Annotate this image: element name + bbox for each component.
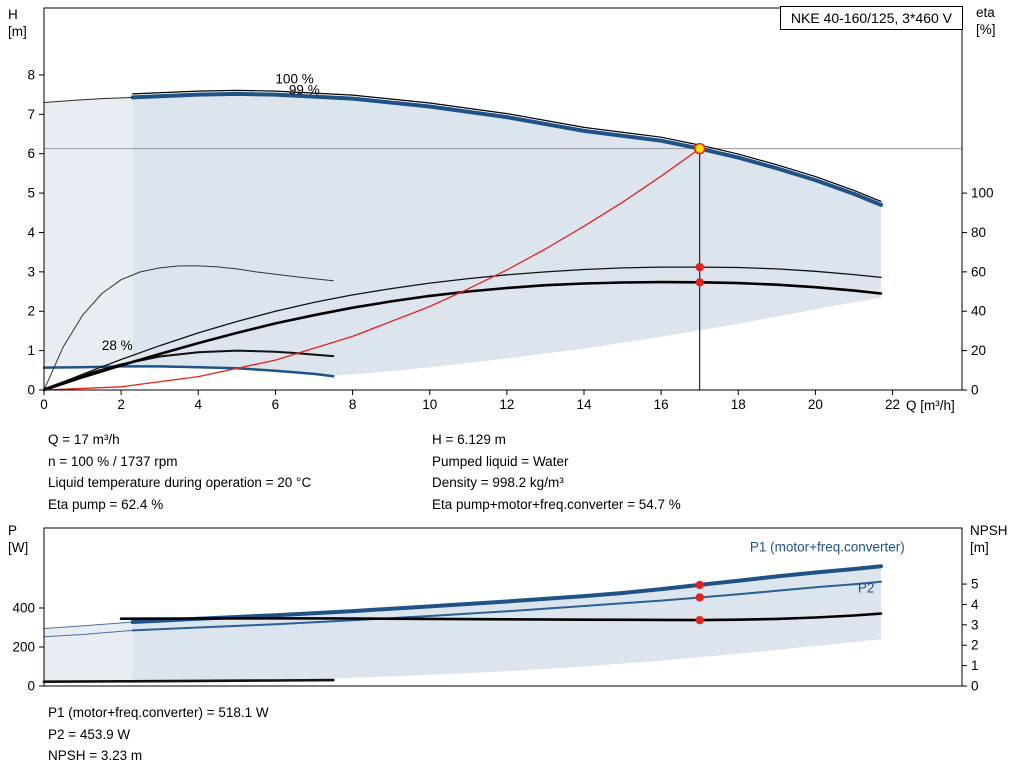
eta-axis-title-line1: eta [976,5,995,20]
min-speed-aux-curve [43,349,335,391]
y-right-tick-label: 80 [971,225,986,240]
x-tick-label: 18 [731,397,746,412]
operating-point-info-right: H = 6.129 m Pumped liquid = Water Densit… [432,429,681,515]
power-npsh-chart: 0 200 400 0 1 2 3 4 5 P1 (motor+freq.converter) P2 [12,527,979,694]
npsh-axis-title-line2: [m] [970,540,989,555]
y-right-tick-label: 20 [971,343,986,358]
p2-left-boundary [43,629,134,638]
eta-pump-point [695,262,704,272]
curve-label: 100 % [275,72,313,87]
x-tick-label: 0 [40,397,48,412]
info-p1: P1 (motor+freq.converter) = 518.1 W [48,705,269,720]
info-pumped-liquid: Pumped liquid = Water [432,453,569,469]
x-tick-label: 12 [499,397,514,412]
h-axis-title-line2: [m] [8,24,27,39]
y-left-tick-label: 200 [12,639,35,654]
min-speed-power-curve [42,678,335,683]
eta-pump-curve [43,266,882,391]
y-left-tick-label: 6 [27,146,35,161]
h-axis-title: H [m] [8,6,27,40]
y-right-tick-label: 100 [971,186,994,201]
plot-frame [43,527,963,687]
max-speed-left-boundary [43,96,134,103]
y-left-tick-label: 3 [27,264,35,279]
y-right-tick-label: 4 [971,597,979,612]
power-envelope [44,566,881,682]
p-axis-title: P [W] [8,522,28,556]
left-region-tint [44,97,133,368]
h-axis-title-line1: H [8,7,18,22]
y-left-tick-label: 1 [27,343,35,358]
p2-curve [131,580,882,632]
x-tick-label: 22 [885,397,900,412]
duty-point [693,142,706,155]
system-curve [43,147,701,391]
npsh-axis-title: NPSH [m] [970,522,1008,556]
y-left-tick-label: 400 [12,600,35,615]
curve-label: P2 [858,580,875,595]
operating-envelope [44,93,881,376]
npsh-axis-title-line1: NPSH [970,523,1008,538]
pump-model-title: NKE 40-160/125, 3*460 V [779,6,963,30]
info-density: Density = 998.2 kg/m³ [432,475,564,490]
eta-total-curve [42,280,883,392]
eta-axis-title-line2: [%] [976,22,996,37]
y-left-tick-label: 0 [27,679,35,694]
y-right-tick-label: 1 [971,658,979,673]
curve-label: P1 (motor+freq.converter) [750,539,905,554]
info-q: Q = 17 m³/h [48,432,120,447]
curve-label: 28 % [102,338,133,353]
x-tick-label: 8 [349,397,357,412]
info-eta-pump: Eta pump = 62.4 % [48,496,164,512]
info-npsh: NPSH = 3.23 m [48,748,143,763]
min-speed-curve [42,365,335,378]
x-tick-label: 16 [654,397,669,412]
x-tick-label: 20 [808,397,823,412]
eta-total-point [695,278,704,287]
npsh-point [695,615,704,625]
operating-point-info-left: Q = 17 m³/h n = 100 % / 1737 rpm Liquid … [48,429,311,515]
y-right-tick-label: 3 [971,617,979,632]
q-axis-title: Q [m³/h] [906,398,955,413]
p-axis-title-line2: [W] [8,540,29,555]
y-left-tick-label: 2 [27,304,35,319]
y-right-tick-label: 0 [971,383,979,398]
y-left-tick-label: 8 [27,67,35,82]
y-left-tick-label: 7 [27,107,35,122]
head-eta-chart: 0 2 4 6 8 10 12 14 16 18 20 22012345678020406080100… [27,7,994,412]
left-region-tint [44,622,133,682]
p-axis-title-line1: P [8,523,18,538]
y-right-tick-label: 60 [971,264,986,279]
power-npsh-info: P1 (motor+freq.converter) = 518.1 W P2 =… [48,702,269,767]
y-left-tick-label: 5 [27,186,35,201]
p1-left-boundary [43,621,134,629]
y-right-tick-label: 40 [971,304,986,319]
info-p2: P2 = 453.9 W [48,726,131,742]
min-speed-eta-curve [43,265,334,391]
speed-100-curve [130,91,883,207]
speed-99-curve [132,89,882,202]
info-speed: n = 100 % / 1737 rpm [48,453,178,469]
x-tick-label: 14 [576,397,592,412]
y-right-tick-label: 0 [971,679,979,694]
eta-axis-title: eta [%] [976,4,996,38]
y-left-tick-label: 0 [27,383,35,398]
p1-curve [130,564,883,624]
x-tick-label: 2 [117,397,125,412]
x-tick-label: 10 [422,397,437,412]
curve-label: 99 % [289,83,320,98]
info-eta-total: Eta pump+motor+freq.converter = 54.7 % [432,496,681,512]
x-tick-label: 6 [272,397,280,412]
info-liquid-temp: Liquid temperature during operation = 20… [48,475,312,490]
y-right-tick-label: 2 [971,638,979,653]
y-right-tick-label: 5 [971,577,979,592]
y-left-tick-label: 4 [27,225,35,240]
x-tick-label: 4 [195,397,203,412]
p1-point [695,580,704,590]
p2-point [695,593,704,602]
npsh-curve [119,612,883,622]
info-head: H = 6.129 m [432,432,506,447]
plot-frame [43,7,963,391]
